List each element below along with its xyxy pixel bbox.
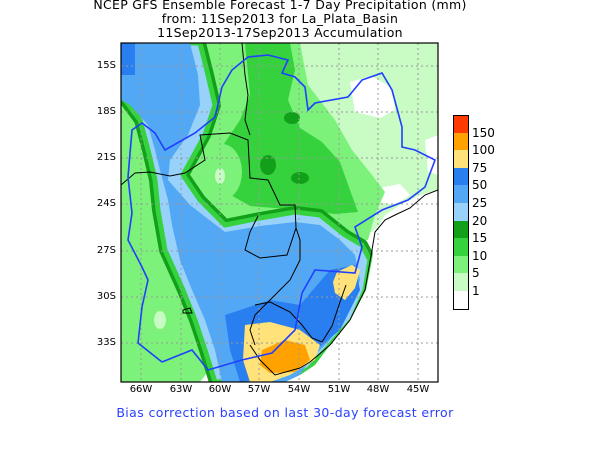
precip-0-region-e xyxy=(425,135,438,175)
precip-100mm-region xyxy=(260,340,310,373)
lon-tick-label: 48W xyxy=(366,384,390,395)
lat-tick-label: 15S xyxy=(96,60,116,71)
grid-lines xyxy=(121,43,438,382)
precip-50mm-region-nw xyxy=(121,43,135,75)
legend-swatch xyxy=(453,291,469,310)
lon-tick-label: 51W xyxy=(327,384,351,395)
legend-swatch xyxy=(453,203,469,222)
legend-label: 20 xyxy=(472,213,488,228)
country-borders xyxy=(121,43,438,376)
legend-label: 100 xyxy=(472,143,495,158)
ocean xyxy=(285,190,438,382)
legend-swatch xyxy=(453,132,469,152)
title-line-1: NCEP GFS Ensemble Forecast 1-7 Day Preci… xyxy=(93,0,467,12)
legend-label: 5 xyxy=(472,266,480,281)
map-frame xyxy=(120,42,439,383)
legend-label: 15 xyxy=(472,231,488,246)
legend-label: 50 xyxy=(472,178,488,193)
legend-swatch xyxy=(453,238,469,257)
legend-label: 25 xyxy=(472,196,488,210)
lon-tick-label: 63W xyxy=(169,384,193,395)
lon-tick-label: 45W xyxy=(406,384,430,395)
lat-tick-label: 30S xyxy=(96,291,116,302)
lon-tick-label: 66W xyxy=(129,384,153,395)
precip-1mm-pocket xyxy=(215,168,225,184)
legend-label: 150 xyxy=(472,125,495,140)
precip-0-region-se xyxy=(378,184,410,205)
lon-tick-label: 54W xyxy=(287,384,311,395)
legend-label: 75 xyxy=(472,160,488,175)
legend-label: 10 xyxy=(472,248,488,263)
legend-swatch xyxy=(453,150,469,169)
lat-tick-label: 18S xyxy=(96,106,116,117)
precip-10mm-region xyxy=(215,43,358,214)
lon-tick-label: 60W xyxy=(208,384,232,395)
lat-tick-label: 27S xyxy=(96,245,116,256)
lat-tick-label: 33S xyxy=(96,337,116,348)
precip-25mm-region xyxy=(121,43,360,382)
legend-swatch xyxy=(453,255,469,275)
precip-15mm-spot xyxy=(291,172,309,184)
precip-15mm-spot xyxy=(284,112,300,124)
precip-15mm-spot xyxy=(260,155,276,175)
title-line-3: 11Sep2013-17Sep2013 Accumulation xyxy=(157,25,403,40)
lon-tick-label: 57W xyxy=(247,384,271,395)
precip-1mm-pocket xyxy=(154,311,166,329)
legend-swatch xyxy=(453,185,469,204)
title-line-2: from: 11Sep2013 for La_Plata_Basin xyxy=(161,11,399,26)
lat-tick-label: 24S xyxy=(96,198,116,209)
legend-swatch xyxy=(453,220,469,240)
basin-outline xyxy=(127,54,436,371)
precip-0-region-ne xyxy=(350,76,395,118)
lat-tick-label: 21S xyxy=(96,152,116,163)
legend-swatch xyxy=(453,273,469,292)
legend-swatch xyxy=(453,167,469,187)
precip-75mm-region-e xyxy=(333,265,360,300)
bias-correction-note: Bias correction based on last 30-day for… xyxy=(116,405,454,420)
legend-label: 1 xyxy=(472,284,480,298)
